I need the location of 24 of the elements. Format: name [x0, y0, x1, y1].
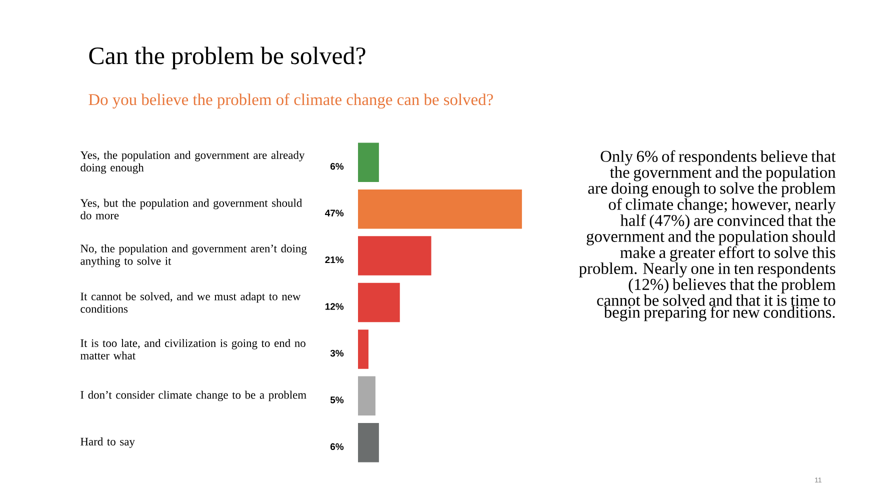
bar [358, 236, 432, 276]
data-label: 12% [325, 303, 344, 310]
y-tick-label: It is too late, and civilization is going to end no matter what [80, 338, 306, 360]
data-label: 6% [330, 443, 344, 450]
data-label: 47% [325, 210, 344, 216]
bar [358, 330, 368, 369]
y-tick-label: Hard to say [80, 437, 135, 448]
y-tick-label: Yes, but the population and government should do more [80, 198, 302, 220]
bar [358, 189, 522, 229]
chart-title: Can the problem be solved? [89, 46, 366, 70]
data-label: 6% [330, 163, 344, 170]
data-label: 21% [325, 256, 344, 264]
data-label: 3% [330, 350, 344, 357]
bar [358, 376, 376, 416]
y-tick-label: Yes, the population and government are already doing enough [80, 150, 305, 174]
y-tick-label: I don’t consider climate change to be a problem [80, 390, 306, 402]
bar [358, 282, 400, 322]
y-tick-label: No, the population and government aren’t doing anything to solve it [80, 244, 307, 268]
chart-subtitle: Do you believe the problem of climate change can be solved? [88, 93, 493, 109]
text: Only 6% of respondents believe that the government and the population are doing enough to solve the problem of climate change; however, nearly half (47%) are convinced that the government and the population should make a greater effort to solve this problem. Nearly one in ten respondents (12%) believes that the problem cannot be solved and that it is time to begin preparing for new conditions. [579, 150, 836, 322]
bar [358, 142, 379, 182]
bar [358, 423, 379, 462]
data-label: 5% [330, 396, 344, 404]
y-tick-label: It cannot be solved, and we must adapt to new conditions [80, 292, 301, 313]
